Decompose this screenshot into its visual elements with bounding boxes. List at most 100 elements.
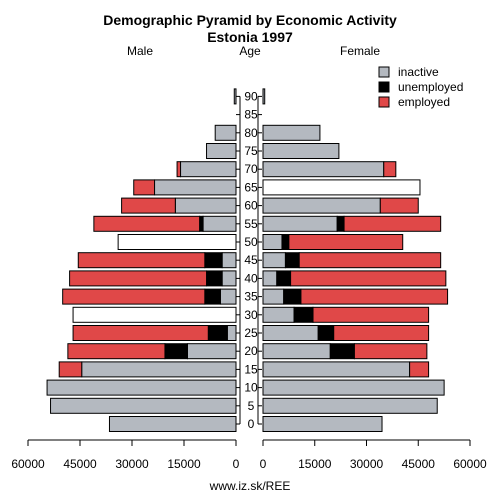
age-labels: 0 5 10 15 20 25 30 35 40 45 50 55 60 65 70 75 80 85 90 xyxy=(236,89,262,431)
bar-female-inactive-40 xyxy=(262,270,278,287)
age-label-90: 90 xyxy=(244,89,258,103)
bar-male-employed-25 xyxy=(72,325,209,341)
bar-female-inactive-15 xyxy=(262,361,411,378)
bar-male-inactive-0 xyxy=(108,416,237,432)
age-label: Age xyxy=(239,44,261,58)
age-label-75: 75 xyxy=(244,144,258,158)
bar-male-total-30 xyxy=(72,306,237,323)
bar-female-employed-55 xyxy=(343,215,442,232)
bar-male-unemployed-20 xyxy=(164,343,188,360)
bar-female-inactive-5 xyxy=(262,397,438,414)
axes-group: 60000 45000 30000 15000 0 0 15000 30000 45000 600… xyxy=(11,439,487,471)
bar-male-employed-45 xyxy=(77,252,206,269)
bars-group xyxy=(46,88,449,432)
bar-female-inactive-25 xyxy=(262,325,319,341)
age-label-45: 45 xyxy=(244,253,258,267)
bar-male-employed-40 xyxy=(69,270,208,287)
age-label-65: 65 xyxy=(244,180,258,194)
bar-female-inactive-30 xyxy=(262,306,295,323)
male-label: Male xyxy=(127,44,153,58)
bar-female-inactive-70 xyxy=(262,161,385,178)
bar-female-employed-30 xyxy=(312,306,430,323)
age-label-35: 35 xyxy=(244,290,258,304)
bar-female-inactive-35 xyxy=(262,288,285,305)
legend-swatch-inactive xyxy=(378,66,390,78)
bar-female-unemployed-45 xyxy=(284,252,300,269)
age-label-60: 60 xyxy=(244,199,258,213)
bar-male-unemployed-25 xyxy=(207,325,228,341)
bar-female-employed-20 xyxy=(353,343,428,360)
bar-male-inactive-65 xyxy=(154,179,237,196)
bar-male-employed-20 xyxy=(67,343,166,360)
bar-female-employed-70 xyxy=(383,161,397,178)
chart-subtitle: Estonia 1997 xyxy=(207,29,293,45)
bar-female-unemployed-55 xyxy=(336,215,345,232)
bar-male-inactive-25 xyxy=(226,325,237,341)
bar-male-unemployed-45 xyxy=(204,252,223,269)
bar-male-total-50 xyxy=(117,234,237,250)
bar-female-employed-25 xyxy=(333,325,430,341)
age-label-50: 50 xyxy=(244,235,258,249)
age-label-80: 80 xyxy=(244,126,258,140)
age-label-70: 70 xyxy=(244,162,258,176)
female-label: Female xyxy=(340,44,380,58)
bar-male-inactive-35 xyxy=(219,288,237,305)
bar-male-inactive-70 xyxy=(180,161,237,178)
x-tick-label-male-30000: 30000 xyxy=(115,457,149,471)
bar-female-unemployed-35 xyxy=(283,288,302,305)
bar-male-inactive-60 xyxy=(174,197,237,214)
bar-female-inactive-45 xyxy=(262,252,286,269)
legend-label-unemployed: unemployed xyxy=(398,80,463,94)
bar-female-inactive-50 xyxy=(262,234,283,250)
bar-male-inactive-20 xyxy=(186,343,237,360)
age-label-30: 30 xyxy=(244,308,258,322)
x-tick-label-female-0: 0 xyxy=(260,457,267,471)
bar-female-inactive-55 xyxy=(262,215,338,232)
x-tick-label-female-60000: 60000 xyxy=(453,457,487,471)
chart-title: Demographic Pyramid by Economic Activity xyxy=(103,12,397,28)
bar-female-employed-60 xyxy=(379,197,419,214)
bar-male-inactive-5 xyxy=(50,397,237,414)
bar-male-inactive-15 xyxy=(81,361,237,378)
age-label-25: 25 xyxy=(244,326,258,340)
bar-male-employed-55 xyxy=(93,215,201,232)
bar-male-inactive-90 xyxy=(233,88,237,105)
age-label-15: 15 xyxy=(244,362,258,376)
bar-female-unemployed-50 xyxy=(281,234,290,250)
age-label-5: 5 xyxy=(248,399,255,413)
bar-male-inactive-40 xyxy=(221,270,237,287)
bar-female-inactive-0 xyxy=(262,416,383,432)
bar-female-employed-35 xyxy=(300,288,449,305)
bar-male-employed-65 xyxy=(133,179,156,196)
bar-female-employed-50 xyxy=(288,234,404,250)
bar-male-inactive-55 xyxy=(202,215,237,232)
bar-female-employed-40 xyxy=(290,270,447,287)
legend-label-inactive: inactive xyxy=(398,65,439,79)
legend-swatch-unemployed xyxy=(378,81,390,93)
bar-female-employed-15 xyxy=(409,361,430,378)
bar-male-inactive-45 xyxy=(221,252,237,269)
x-tick-label-male-45000: 45000 xyxy=(63,457,97,471)
bar-male-employed-60 xyxy=(121,197,176,214)
bar-female-inactive-90 xyxy=(262,88,266,105)
bar-male-employed-15 xyxy=(58,361,83,378)
bar-male-inactive-10 xyxy=(46,379,237,396)
bar-female-employed-45 xyxy=(298,252,442,269)
bar-male-inactive-75 xyxy=(206,143,237,159)
source-label: www.iz.sk/REE xyxy=(209,479,291,493)
age-label-0: 0 xyxy=(248,417,255,431)
bar-female-inactive-75 xyxy=(262,143,340,159)
bar-female-inactive-20 xyxy=(262,343,331,360)
x-tick-label-female-15000: 15000 xyxy=(298,457,332,471)
age-label-20: 20 xyxy=(244,344,258,358)
bar-male-unemployed-40 xyxy=(206,270,223,287)
bar-female-unemployed-25 xyxy=(317,325,335,341)
x-tick-label-male-60000: 60000 xyxy=(11,457,45,471)
age-label-40: 40 xyxy=(244,271,258,285)
bar-male-unemployed-35 xyxy=(204,288,221,305)
legend-label-employed: employed xyxy=(398,95,450,109)
bar-male-employed-70 xyxy=(176,161,182,178)
age-label-10: 10 xyxy=(244,381,258,395)
